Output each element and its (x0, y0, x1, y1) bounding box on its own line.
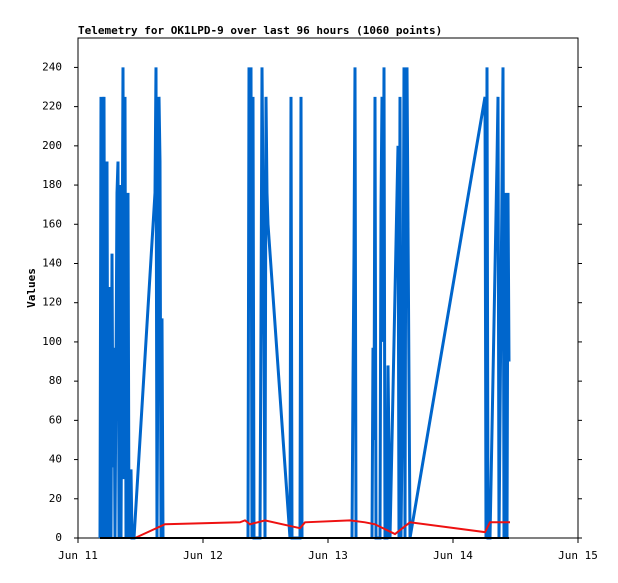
x-tick-label: Jun 11 (58, 549, 98, 562)
y-tick-label: 140 (42, 256, 62, 269)
y-tick-label: 40 (49, 453, 62, 466)
y-tick-label: 200 (42, 139, 62, 152)
series-line (98, 67, 511, 540)
x-tick-label: Jun 14 (433, 549, 473, 562)
y-axis-label: Values (25, 268, 38, 308)
x-tick-label: Jun 15 (558, 549, 598, 562)
chart-title: Telemetry for OK1LPD-9 over last 96 hour… (78, 24, 442, 37)
y-tick-label: 180 (42, 178, 62, 191)
y-tick-label: 80 (49, 374, 62, 387)
y-tick-label: 220 (42, 100, 62, 113)
x-tick-label: Jun 13 (308, 549, 348, 562)
series-line (134, 519, 510, 539)
y-tick-label: 60 (49, 413, 62, 426)
y-tick-label: 160 (42, 217, 62, 230)
y-tick-label: 100 (42, 335, 62, 348)
y-tick-label: 20 (49, 492, 62, 505)
y-tick-label: 0 (55, 531, 62, 544)
x-tick-label: Jun 12 (183, 549, 223, 562)
y-tick-label: 240 (42, 60, 62, 73)
y-tick-label: 120 (42, 296, 62, 309)
